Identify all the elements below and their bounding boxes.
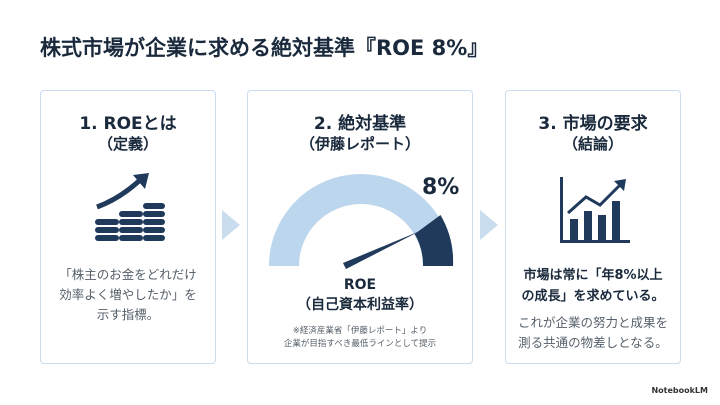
note: ※経済産業省「伊藤レポート」より 企業が目指すべき最低ラインとして提示 [248,325,472,351]
growth-icon [560,177,630,243]
card-subheading: （定義） [97,135,158,153]
card: 1. ROEとは （定義） 「株主のお金をどれだけ 効率よく増やしたか」を 示す… [40,90,216,364]
note-line: 企業が目指すべき最低ラインとして提示 [283,339,437,349]
footer-logo: NotebookLM [651,386,708,395]
caption-line: ROE [343,277,377,293]
slide-title: 株式市場が企業に求める絶対基準『ROE 8%』 [40,36,489,60]
card-emphasis: 市場は常に「年8%以上 の成長」を求めている。 [506,265,680,307]
body-line: 効率よく増やしたか」を [59,287,197,302]
card-heading: 1. ROEとは [79,114,177,134]
card-body: 「株主のお金をどれだけ 効率よく増やしたか」を 示す指標。 [41,265,215,325]
gauge-caption: ROE （自己資本利益率） [248,275,472,315]
coins-icon [95,173,165,241]
body-line: 示す指標。 [96,307,160,322]
body-line: 「株主のお金をどれだけ [59,267,197,282]
caption-line: （自己資本利益率） [297,297,423,313]
gauge-label: 8% [422,175,460,200]
card-subheading: （結論） [562,135,623,153]
body-line: 測る共通の物差しとなる。 [518,335,668,350]
arrow [222,210,240,240]
card-heading: 2. 絶対基準 [313,114,407,134]
emphasis-line: の成長」を求めている。 [521,289,665,304]
note-line: ※経済産業省「伊藤レポート」より [292,326,428,336]
card-subheading: （伊藤レポート） [299,135,420,153]
emphasis-line: 市場は常に「年8%以上 [523,268,663,283]
arrow [480,210,498,240]
card-body: これが企業の努力と成果を 測る共通の物差しとなる。 [506,313,680,353]
card: 3. 市場の要求 （結論） 市場は常に「年8%以上 の成長」を求めている。 これ… [505,90,681,364]
gauge [269,174,454,269]
body-line: これが企業の努力と成果を [517,315,668,330]
card-heading: 3. 市場の要求 [538,114,648,134]
card: 2. 絶対基準 （伊藤レポート） 8% ROE （自己資本利益率） ※経済産業省… [247,90,473,364]
